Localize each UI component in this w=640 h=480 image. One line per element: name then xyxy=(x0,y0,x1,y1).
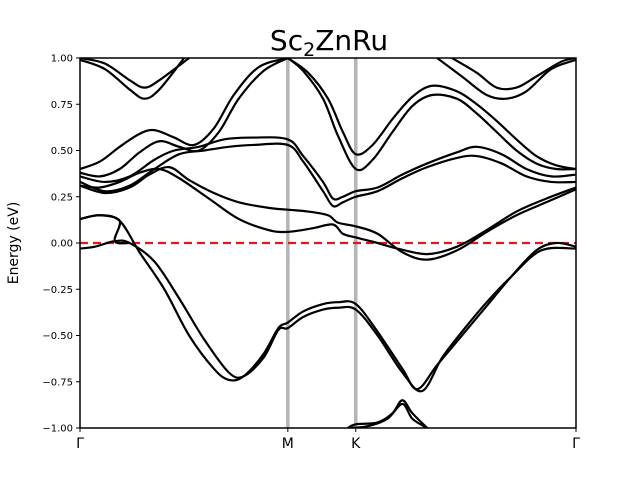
y-tick-label: −0.75 xyxy=(42,377,73,388)
y-tick-label: −1.00 xyxy=(42,424,73,435)
x-tick-label: M xyxy=(282,436,294,452)
y-tick-label: 1.00 xyxy=(51,54,73,65)
y-tick-label: 0.25 xyxy=(51,192,73,203)
y-axis-label: Energy (eV) xyxy=(6,202,22,285)
x-tick-label: Γ xyxy=(76,436,84,452)
x-tick-label: K xyxy=(351,436,361,452)
y-tick-label: 0.00 xyxy=(51,239,73,250)
chart-title-rest: ZnRu xyxy=(315,24,388,57)
chart-title-main: Sc xyxy=(270,24,303,57)
y-tick-label: −0.50 xyxy=(42,331,73,342)
y-tick-label: −0.25 xyxy=(42,285,73,296)
y-tick-label: 0.50 xyxy=(51,146,73,157)
x-tick-label: Γ xyxy=(572,436,580,452)
chart-title: Sc2ZnRu xyxy=(270,24,388,61)
y-tick-label: 0.75 xyxy=(51,100,73,111)
